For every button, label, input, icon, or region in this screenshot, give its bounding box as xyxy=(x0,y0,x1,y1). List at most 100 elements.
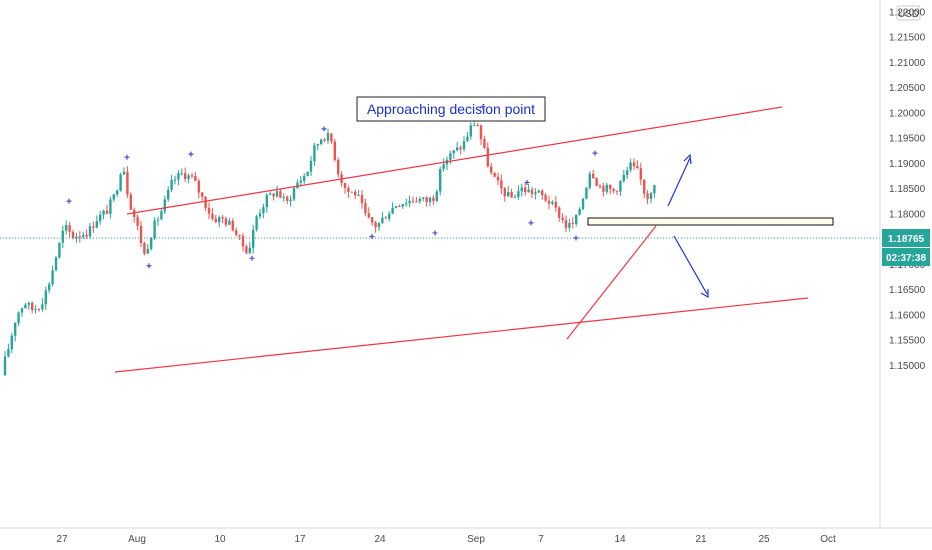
candle-body xyxy=(394,206,398,208)
candle-body xyxy=(88,226,92,237)
candle-body xyxy=(303,176,306,181)
candle-body xyxy=(602,186,605,192)
rising-trendline[interactable] xyxy=(566,225,657,340)
y-tick-label: 1.18500 xyxy=(889,184,926,195)
candle-body xyxy=(184,173,187,179)
candle-body xyxy=(405,203,408,205)
y-tick-label: 1.20000 xyxy=(889,108,926,119)
candle-body xyxy=(54,257,58,271)
arrow-up-scenario[interactable] xyxy=(667,153,692,207)
candle-body xyxy=(643,179,646,194)
candle-body xyxy=(241,235,245,247)
x-tick-label: 25 xyxy=(758,534,770,545)
time-axis[interactable]: 27 Aug 10 17 24 Sep 7 14 21 25 Oct xyxy=(0,527,932,545)
candle-body xyxy=(109,199,112,214)
candle-body xyxy=(626,170,629,176)
candle-body xyxy=(99,214,102,222)
candle-body xyxy=(449,153,452,160)
pivot-high-marker xyxy=(321,126,327,132)
candle-body xyxy=(61,230,64,243)
candle-body xyxy=(262,207,265,214)
candle-body xyxy=(252,229,255,248)
candle-body xyxy=(350,191,353,193)
x-tick-label: Sep xyxy=(467,534,485,545)
pivot-markers xyxy=(66,104,598,269)
x-tick-label: 21 xyxy=(695,534,707,545)
candle-body xyxy=(48,284,51,291)
candle-body xyxy=(622,175,625,181)
candle-body xyxy=(442,164,445,169)
candle-body xyxy=(333,141,336,161)
candle-body xyxy=(422,197,425,199)
candle-body xyxy=(323,139,326,141)
candle-body xyxy=(122,171,126,175)
candle-body xyxy=(432,197,435,201)
channel-lower-line[interactable] xyxy=(114,297,809,373)
candle-body xyxy=(7,349,10,357)
candle-body xyxy=(44,290,47,305)
candle-body xyxy=(524,187,527,193)
candle-body xyxy=(190,175,194,177)
candle-body xyxy=(411,200,415,202)
candle-body xyxy=(337,160,340,175)
candle-body xyxy=(309,161,313,172)
candle-body xyxy=(466,136,469,142)
candle-body xyxy=(126,171,129,195)
candle-body xyxy=(10,335,13,350)
candle-body xyxy=(119,174,122,191)
candle-body xyxy=(177,173,180,180)
currency-badge xyxy=(896,5,921,21)
candle-body xyxy=(605,184,608,192)
candle-body xyxy=(401,204,404,207)
candle-body xyxy=(357,194,360,196)
candle-body xyxy=(469,125,472,137)
candle-body xyxy=(139,225,143,243)
candle-body xyxy=(391,207,394,214)
candle-body xyxy=(286,196,289,201)
drawing-overlays: Approaching decision point xyxy=(0,96,880,373)
channel-upper-line[interactable] xyxy=(126,106,783,215)
candle-body xyxy=(279,191,282,198)
candle-body xyxy=(221,217,224,219)
candle-body xyxy=(364,203,367,214)
candle-body xyxy=(619,180,622,192)
annotation-box[interactable]: Approaching decision point xyxy=(356,96,546,122)
x-tick-label: 7 xyxy=(538,534,544,545)
candle-body xyxy=(224,218,228,225)
candle-body xyxy=(24,304,27,309)
resistance-zone[interactable] xyxy=(587,217,834,226)
candle-body xyxy=(180,173,183,175)
candle-body xyxy=(493,172,496,177)
candle-body xyxy=(343,183,347,188)
last-price-tag: 1.18765 02:37:38 xyxy=(882,229,930,266)
candle-body xyxy=(377,222,381,228)
candle-body xyxy=(14,322,17,336)
candle-body xyxy=(541,190,544,196)
candle-body xyxy=(612,188,615,191)
candle-body xyxy=(143,243,146,254)
candle-body xyxy=(371,217,374,223)
candle-body xyxy=(231,220,234,231)
candle-body xyxy=(3,356,7,376)
candle-body xyxy=(367,213,370,218)
candle-body xyxy=(326,133,330,141)
candle-body xyxy=(632,162,636,166)
candle-body xyxy=(150,237,153,249)
candle-body xyxy=(347,188,350,192)
pivot-low-marker xyxy=(369,233,375,239)
candle-body xyxy=(490,166,493,173)
candle-body xyxy=(173,179,177,181)
candle-body xyxy=(112,194,115,200)
pivot-low-marker xyxy=(528,220,534,226)
candle-body xyxy=(313,145,316,161)
x-tick-label: 27 xyxy=(56,534,68,545)
candle-body xyxy=(248,247,251,254)
candle-body xyxy=(299,180,302,183)
candle-body xyxy=(218,217,221,223)
candle-body xyxy=(146,249,149,254)
arrow-down-scenario[interactable] xyxy=(673,235,709,299)
candle-body xyxy=(105,210,109,214)
candle-body xyxy=(20,308,24,313)
y-tick-label: 1.16500 xyxy=(889,285,926,296)
